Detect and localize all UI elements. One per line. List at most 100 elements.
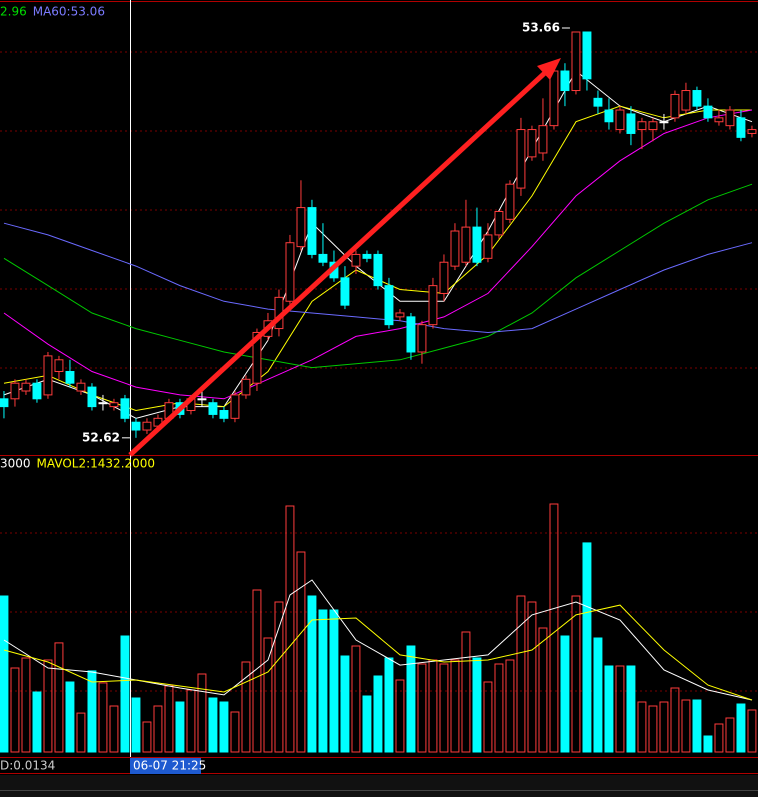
volume-bar — [604, 665, 614, 753]
candle-body — [296, 207, 306, 248]
volume-bar — [648, 705, 658, 753]
volume-bar — [318, 609, 328, 753]
volume-bar — [494, 663, 504, 753]
candle-body — [725, 109, 735, 127]
candle-body — [538, 125, 548, 154]
volume-bar — [87, 670, 97, 753]
volume-bar — [120, 635, 130, 753]
candle-body — [406, 316, 416, 353]
candle-body — [439, 261, 449, 294]
candle-body — [516, 129, 526, 189]
volume-bar — [21, 657, 31, 753]
volume-bar — [560, 635, 570, 753]
volume-bar — [241, 661, 251, 753]
candle-body — [527, 129, 537, 158]
candle-body — [98, 402, 108, 405]
annotation-label: 52.62 — [82, 430, 120, 444]
volume-bar — [285, 505, 295, 753]
volume-bar — [703, 735, 713, 753]
candle-body — [681, 90, 691, 111]
candle-body — [692, 90, 702, 107]
volume-bar — [538, 627, 548, 753]
volume-bar — [461, 631, 471, 753]
header-text: 2.96 — [0, 5, 27, 19]
volume-bar — [208, 697, 218, 753]
volume-bar — [197, 673, 207, 753]
volume-bar — [65, 681, 75, 753]
candle-body — [417, 324, 427, 353]
candle-body — [604, 109, 614, 123]
volume-bar — [659, 701, 669, 753]
candle-body — [615, 109, 625, 131]
candle-body — [10, 382, 20, 400]
volume-bar — [505, 659, 515, 753]
volume-bar — [472, 657, 482, 753]
volume-bar — [450, 659, 460, 753]
volume-bar — [340, 655, 350, 753]
candle-body — [142, 421, 152, 431]
volume-bar — [351, 645, 361, 753]
volume-bar — [395, 679, 405, 753]
volume-bar — [582, 542, 592, 753]
volume-bar — [549, 503, 559, 753]
candle-body — [637, 121, 647, 131]
candle-body — [505, 183, 515, 220]
candle-body — [21, 382, 31, 392]
annotation-label: 53.66 — [522, 20, 560, 34]
volume-bar — [373, 675, 383, 753]
volume-bar — [0, 595, 9, 753]
candle-body — [494, 211, 504, 236]
candle-body — [428, 285, 438, 326]
candle-body — [747, 129, 757, 134]
volume-bar — [681, 699, 691, 753]
candle-body — [32, 382, 42, 400]
candle-body — [384, 285, 394, 326]
volume-bar — [307, 595, 317, 753]
candle-body — [43, 355, 53, 396]
candle-body — [395, 312, 405, 318]
ma-line — [3, 222, 753, 334]
volume-bar — [98, 682, 108, 753]
volume-bar — [384, 657, 394, 753]
candle-body — [318, 253, 328, 263]
candle-body — [120, 398, 130, 419]
candle-body — [472, 226, 482, 263]
candle-body — [461, 226, 471, 263]
volume-bar — [296, 551, 306, 753]
volume-bar — [54, 642, 64, 753]
volume-bar — [219, 701, 229, 753]
candle-body — [285, 242, 295, 302]
header-text: MA60:53.06 — [33, 5, 105, 19]
volume-bar — [593, 637, 603, 753]
volume-bar — [230, 711, 240, 753]
volume-bar — [736, 703, 746, 753]
volume-bar — [43, 659, 53, 753]
arrow-shaft — [128, 68, 550, 457]
volume-bar — [637, 701, 647, 753]
ma-line — [3, 604, 753, 701]
candle-body — [131, 421, 141, 431]
candle-body — [87, 386, 97, 408]
candle-body — [549, 70, 559, 127]
volume-bar — [571, 595, 581, 753]
candle-body — [241, 378, 251, 396]
candle-body — [208, 402, 218, 415]
volume-bar — [252, 589, 262, 753]
volume-bar — [516, 595, 526, 753]
candle-body — [703, 105, 713, 119]
volume-bar — [626, 665, 636, 753]
header-text: MAVOL2:1432.2000 — [37, 457, 156, 471]
candle-body — [571, 31, 581, 92]
volume-bar — [483, 681, 493, 753]
volume-bar — [263, 637, 273, 753]
volume-bar — [10, 667, 20, 753]
cursor-label: 06-07 21:25 — [133, 759, 206, 773]
volume-bar — [692, 699, 702, 753]
candle-body — [0, 398, 9, 408]
candle-body — [65, 370, 75, 384]
volume-bar — [406, 645, 416, 753]
candle-body — [219, 410, 229, 419]
candle-body — [340, 277, 350, 306]
